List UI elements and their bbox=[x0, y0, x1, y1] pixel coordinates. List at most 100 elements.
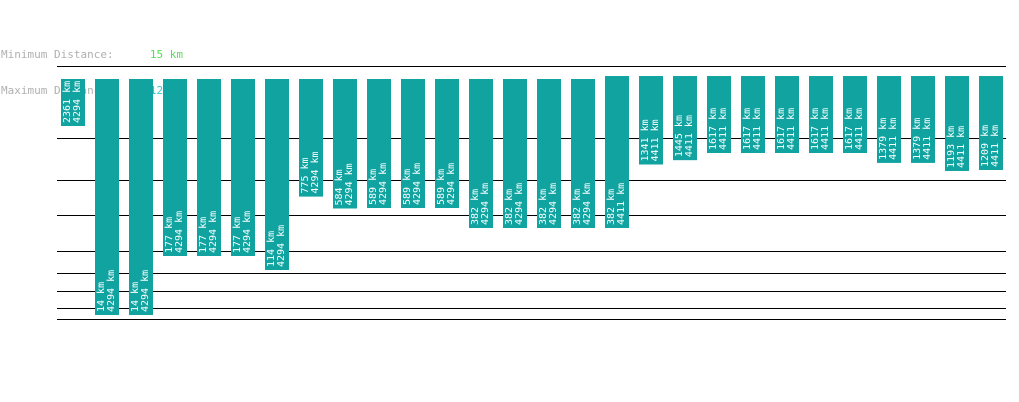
bar-min-label-4: 177 km bbox=[164, 217, 175, 253]
bar-max-label-3: 4294 km bbox=[140, 270, 151, 312]
bar-group-28: 1209 km 4411 km bbox=[979, 76, 1003, 170]
distance-bar-16 bbox=[571, 79, 595, 228]
bar-min-label-14: 382 km bbox=[504, 189, 515, 225]
bar-group-25: 1379 km 4411 km bbox=[877, 76, 901, 163]
bar-min-label-8: 775 km bbox=[300, 157, 311, 193]
distance-bar-8 bbox=[299, 79, 323, 197]
bar-max-label-1: 4294 km bbox=[72, 81, 83, 123]
distance-bar-11 bbox=[401, 79, 425, 208]
distance-bar-2 bbox=[95, 79, 119, 315]
distance-bar-14 bbox=[503, 79, 527, 228]
bar-max-label-28: 4411 km bbox=[990, 125, 1001, 167]
bar-min-label-13: 382 km bbox=[470, 189, 481, 225]
bar-group-2: 14 km 4294 km bbox=[95, 79, 119, 315]
bar-max-label-10: 4294 km bbox=[378, 163, 389, 205]
bar-group-22: 1617 km 4411 km bbox=[775, 76, 799, 153]
bar-max-label-24: 4411 km bbox=[854, 108, 865, 150]
bar-min-label-6: 177 km bbox=[232, 217, 243, 253]
distance-bar-28 bbox=[979, 76, 1003, 170]
bar-max-label-16: 4294 km bbox=[582, 183, 593, 225]
bar-max-label-22: 4411 km bbox=[786, 108, 797, 150]
distance-bar-24 bbox=[843, 76, 867, 153]
bar-max-label-20: 4411 km bbox=[718, 108, 729, 150]
distance-bar-23 bbox=[809, 76, 833, 153]
bar-max-label-2: 4294 km bbox=[106, 270, 117, 312]
bar-max-label-12: 4294 km bbox=[446, 163, 457, 205]
distance-bar-17 bbox=[605, 76, 629, 228]
bar-group-23: 1617 km 4411 km bbox=[809, 76, 833, 153]
bar-min-label-18: 1341 km bbox=[640, 119, 651, 161]
bar-min-label-10: 589 km bbox=[368, 169, 379, 205]
minimum-distance-row: Minimum Distance: 15 km bbox=[1, 49, 183, 61]
minimum-distance-value: 15 km bbox=[149, 48, 183, 61]
bar-min-label-5: 177 km bbox=[198, 217, 209, 253]
bar-max-label-5: 4294 km bbox=[208, 211, 219, 253]
bar-max-label-23: 4411 km bbox=[820, 108, 831, 150]
bar-group-24: 1617 km 4411 km bbox=[843, 76, 867, 153]
bar-group-11: 589 km 4294 km bbox=[401, 79, 425, 208]
bar-max-label-7: 4294 km bbox=[276, 225, 287, 267]
bar-max-label-4: 4294 km bbox=[174, 211, 185, 253]
bar-group-3: 14 km 4294 km bbox=[129, 79, 153, 315]
distance-bar-6 bbox=[231, 79, 255, 256]
bar-max-label-14: 4294 km bbox=[514, 183, 525, 225]
distance-bar-21 bbox=[741, 76, 765, 153]
distance-bar-5 bbox=[197, 79, 221, 256]
bar-group-9: 584 km 4294 km bbox=[333, 79, 357, 209]
bar-group-6: 177 km 4294 km bbox=[231, 79, 255, 256]
bar-min-label-12: 589 km bbox=[436, 169, 447, 205]
bar-min-label-28: 1209 km bbox=[980, 125, 991, 167]
bar-group-5: 177 km 4294 km bbox=[197, 79, 221, 256]
bar-min-label-9: 584 km bbox=[334, 169, 345, 205]
bar-min-label-26: 1379 km bbox=[912, 118, 923, 160]
bar-min-label-22: 1617 km bbox=[776, 108, 787, 150]
bar-min-label-2: 14 km bbox=[96, 282, 107, 312]
distance-bar-4 bbox=[163, 79, 187, 256]
bar-min-label-25: 1379 km bbox=[878, 118, 889, 160]
bar-max-label-17: 4411 km bbox=[616, 183, 627, 225]
bar-max-label-19: 4411 km bbox=[684, 115, 695, 157]
bar-group-7: 114 km 4294 km bbox=[265, 79, 289, 270]
bar-max-label-27: 4411 km bbox=[956, 126, 967, 168]
bar-min-label-23: 1617 km bbox=[810, 108, 821, 150]
bar-min-label-15: 382 km bbox=[538, 189, 549, 225]
bar-group-12: 589 km 4294 km bbox=[435, 79, 459, 208]
bar-group-19: 1445 km 4411 km bbox=[673, 76, 697, 161]
bar-max-label-21: 4411 km bbox=[752, 108, 763, 150]
distance-bar-1 bbox=[61, 79, 85, 126]
distance-bar-19 bbox=[673, 76, 697, 161]
bar-min-label-1: 2361 km bbox=[62, 81, 73, 123]
bar-min-label-11: 589 km bbox=[402, 169, 413, 205]
bar-min-label-7: 114 km bbox=[266, 231, 277, 267]
bar-group-26: 1379 km 4411 km bbox=[911, 76, 935, 163]
distance-bar-22 bbox=[775, 76, 799, 153]
bar-max-label-26: 4411 km bbox=[922, 118, 933, 160]
distance-bar-9 bbox=[333, 79, 357, 209]
bar-min-label-17: 382 km bbox=[606, 189, 617, 225]
bar-group-18: 1341 km 4411 km bbox=[639, 76, 663, 165]
bar-max-label-11: 4294 km bbox=[412, 163, 423, 205]
bar-group-17: 382 km 4411 km bbox=[605, 76, 629, 228]
bar-group-15: 382 km 4294 km bbox=[537, 79, 561, 228]
bar-group-20: 1617 km 4411 km bbox=[707, 76, 731, 153]
distance-bar-26 bbox=[911, 76, 935, 163]
bar-min-label-24: 1617 km bbox=[844, 108, 855, 150]
distance-bar-3 bbox=[129, 79, 153, 315]
bar-max-label-13: 4294 km bbox=[480, 183, 491, 225]
bar-min-label-20: 1617 km bbox=[708, 108, 719, 150]
bar-group-16: 382 km 4294 km bbox=[571, 79, 595, 228]
bar-max-label-9: 4294 km bbox=[344, 163, 355, 205]
bar-min-label-16: 382 km bbox=[572, 189, 583, 225]
bar-max-label-8: 4294 km bbox=[310, 151, 321, 193]
bar-group-10: 589 km 4294 km bbox=[367, 79, 391, 208]
bar-group-8: 775 km 4294 km bbox=[299, 79, 323, 197]
bar-group-21: 1617 km 4411 km bbox=[741, 76, 765, 153]
distance-bar-10 bbox=[367, 79, 391, 208]
distance-bar-27 bbox=[945, 76, 969, 171]
bar-max-label-6: 4294 km bbox=[242, 211, 253, 253]
bar-group-14: 382 km 4294 km bbox=[503, 79, 527, 228]
distance-bar-20 bbox=[707, 76, 731, 153]
bar-group-13: 382 km 4294 km bbox=[469, 79, 493, 228]
minimum-distance-label: Minimum Distance: bbox=[1, 48, 114, 61]
